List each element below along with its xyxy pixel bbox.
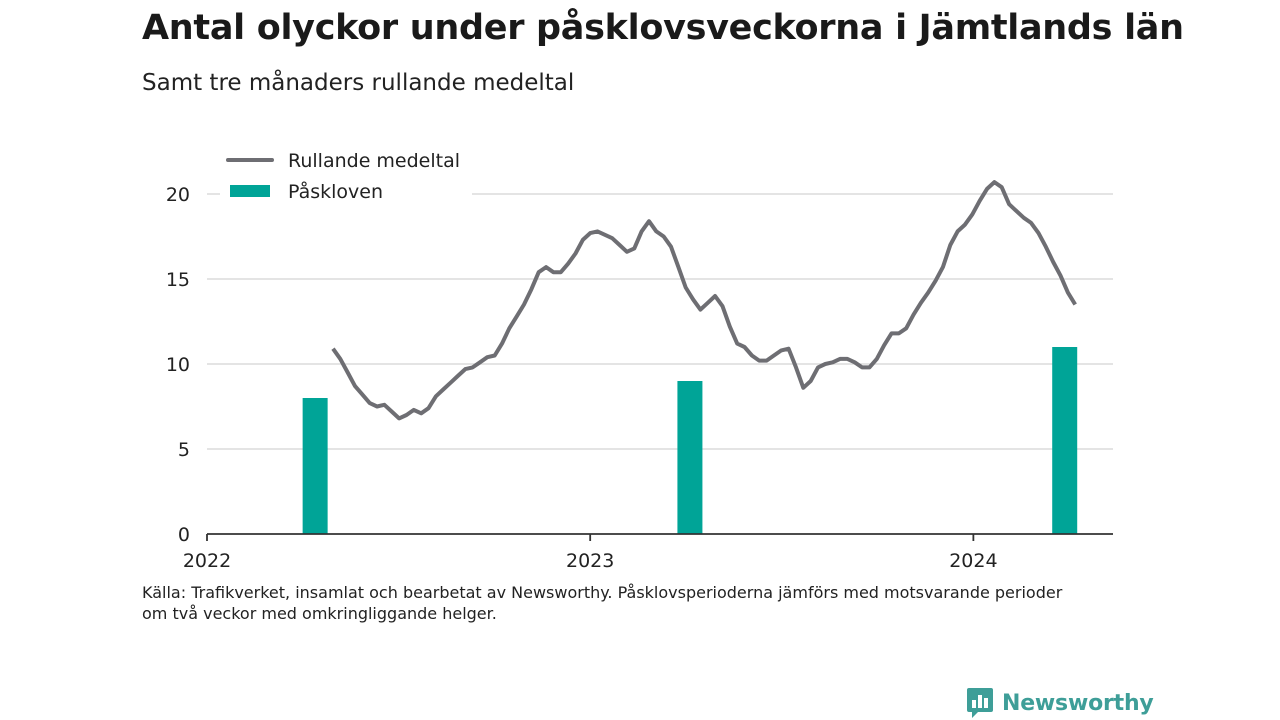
legend-label-line: Rullande medeltal bbox=[288, 150, 460, 172]
chart-title: Antal olyckor under påsklovsveckorna i J… bbox=[142, 8, 1184, 48]
line-series bbox=[331, 180, 1077, 421]
source-note: Källa: Trafikverket, insamlat och bearbe… bbox=[142, 582, 1072, 624]
x-tick-label: 2023 bbox=[566, 550, 614, 572]
y-tick-label: 0 bbox=[178, 524, 190, 546]
brand-logo: Newsworthy bbox=[966, 686, 1154, 720]
y-tick-label: 15 bbox=[166, 269, 190, 291]
line-rullande-medeltal bbox=[331, 180, 1077, 421]
newsworthy-logo-icon bbox=[967, 688, 993, 718]
bar-paskloven bbox=[677, 381, 703, 534]
x-tick-label: 2024 bbox=[949, 550, 997, 572]
source-line: Källa: Trafikverket, insamlat och bearbe… bbox=[142, 583, 1063, 602]
chart-subtitle: Samt tre månaders rullande medeltal bbox=[142, 70, 575, 96]
y-tick-label: 20 bbox=[166, 184, 190, 206]
axes: 0 5 10 15 20 2022 2023 2024 bbox=[166, 184, 1113, 572]
y-tick-label: 5 bbox=[178, 439, 190, 461]
x-tick-label: 2022 bbox=[183, 550, 231, 572]
bar-series bbox=[302, 347, 1078, 534]
bar-paskloven bbox=[1052, 347, 1078, 534]
bar-paskloven bbox=[302, 398, 328, 534]
brand-name: Newsworthy bbox=[1002, 690, 1154, 716]
legend-label-bar: Påskloven bbox=[288, 180, 383, 203]
y-tick-label: 10 bbox=[166, 354, 190, 376]
legend: Rullande medeltal Påskloven bbox=[220, 146, 472, 206]
source-line: om två veckor med omkringliggande helger… bbox=[142, 604, 497, 623]
legend-bar-swatch bbox=[230, 185, 270, 197]
